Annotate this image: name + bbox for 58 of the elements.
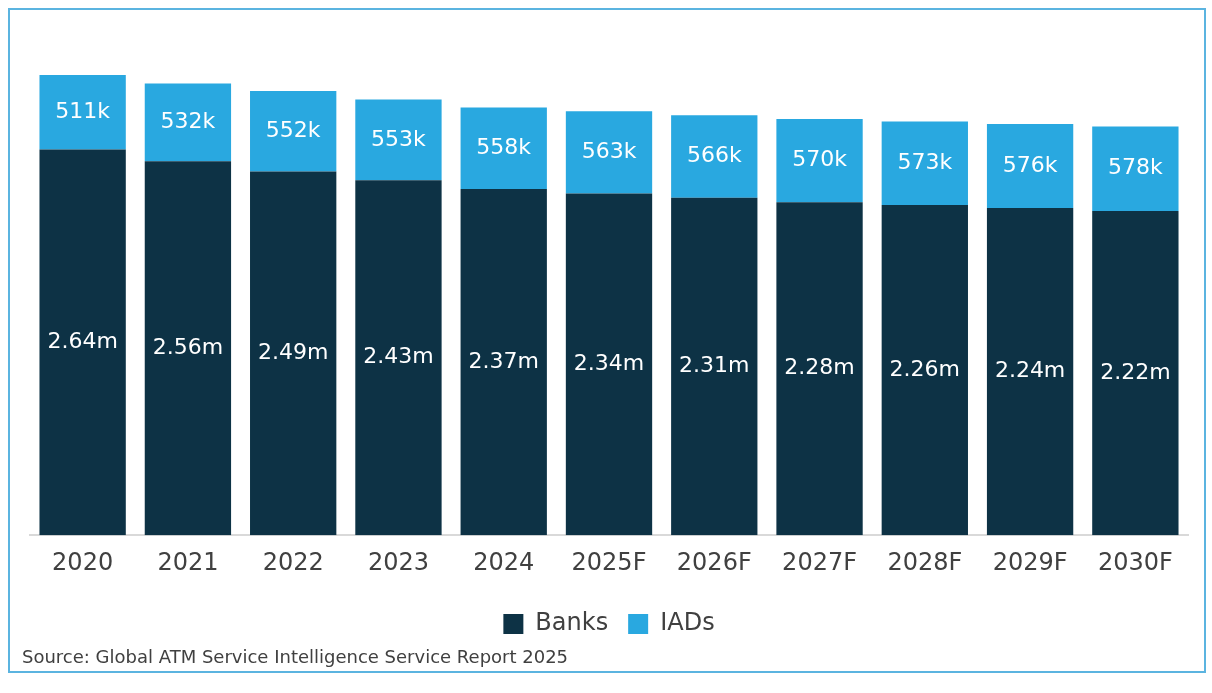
data-label: 2.49m	[257, 339, 329, 365]
data-label: 2.22m	[1100, 358, 1171, 384]
x-tick-label: 2028F	[887, 547, 963, 576]
data-label: 2.28m	[784, 354, 855, 380]
legend-label: IADs	[660, 608, 715, 637]
data-label: 553k	[371, 125, 427, 151]
x-tick-label: 2029F	[992, 547, 1068, 576]
bar	[776, 118, 863, 203]
bar	[460, 189, 547, 536]
bar	[39, 74, 126, 150]
bar	[144, 161, 232, 536]
data-label: 563k	[581, 138, 637, 164]
data-label: 570k	[792, 146, 848, 172]
source-note: Source: Global ATM Service Intelligence Service Report 2025	[21, 646, 570, 669]
bar	[144, 83, 232, 162]
bar	[1092, 126, 1179, 211]
data-label: 511k	[55, 98, 111, 124]
bar	[671, 115, 758, 198]
bar	[565, 193, 653, 536]
bar	[1092, 210, 1179, 536]
data-label: 2.56m	[152, 333, 224, 359]
data-label: 552k	[265, 116, 321, 142]
x-tick-label: 2027F	[782, 547, 857, 576]
x-tick-label: 2022	[262, 547, 324, 576]
x-tick-label: 2030F	[1097, 547, 1173, 576]
data-label: 2.24m	[994, 357, 1066, 383]
data-label: 566k	[686, 142, 742, 168]
x-tick-label: 2025F	[571, 547, 647, 576]
bar	[250, 90, 337, 172]
x-tick-label: 2026F	[676, 547, 752, 576]
data-label: 573k	[897, 148, 953, 174]
data-label: 532k	[160, 108, 216, 134]
bar	[986, 123, 1074, 209]
bar	[565, 111, 653, 194]
data-label: 558k	[476, 134, 532, 160]
bar	[671, 197, 758, 536]
bar	[39, 149, 126, 536]
data-label: 576k	[1002, 151, 1058, 177]
bar	[881, 205, 968, 536]
x-tick-label: 2021	[157, 547, 219, 576]
bar	[250, 171, 337, 536]
bar	[355, 99, 442, 181]
data-label: 2.31m	[679, 352, 750, 378]
x-tick-label: 2023	[367, 547, 429, 576]
bar	[986, 208, 1074, 536]
bar	[881, 121, 968, 206]
data-label: 2.37m	[468, 347, 539, 373]
data-label: 2.26m	[889, 355, 961, 381]
bar	[460, 107, 547, 190]
bar	[355, 180, 442, 536]
bar	[776, 202, 863, 536]
data-label: 2.43m	[363, 343, 434, 369]
x-tick-label: 2020	[52, 547, 114, 576]
x-tick-label: 2024	[473, 547, 535, 576]
data-label: 2.64m	[47, 328, 118, 354]
data-label: 578k	[1108, 154, 1163, 180]
data-label: 2.34m	[573, 350, 645, 376]
legend-label: Banks	[535, 608, 609, 637]
